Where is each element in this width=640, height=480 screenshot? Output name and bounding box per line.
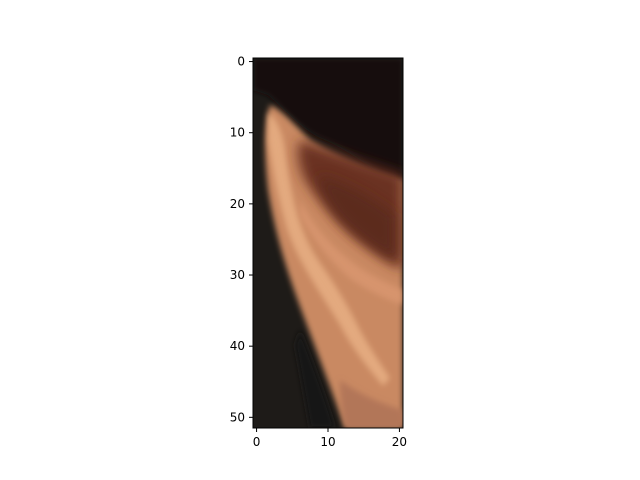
image-plot: [253, 58, 403, 428]
image-hair: [253, 58, 403, 190]
y-axis: 0 10 20 30 40 50: [230, 55, 253, 424]
image-concha: [318, 175, 395, 260]
y-tick-label: 0: [237, 55, 245, 69]
x-tick-label: 0: [253, 435, 261, 449]
y-tick-label: 40: [230, 339, 245, 353]
y-tick-label: 50: [230, 410, 245, 424]
image-ear-rim: [268, 112, 390, 386]
image-antihelix: [300, 200, 403, 305]
image-neck-shadow: [295, 330, 335, 428]
x-axis: 0 10 20: [253, 428, 407, 449]
y-tick-label: 10: [230, 126, 245, 140]
image-neck: [340, 380, 403, 428]
x-tick-label: 20: [392, 435, 407, 449]
x-tick-label: 10: [320, 435, 335, 449]
y-tick-label: 20: [230, 197, 245, 211]
y-tick-label: 30: [230, 268, 245, 282]
